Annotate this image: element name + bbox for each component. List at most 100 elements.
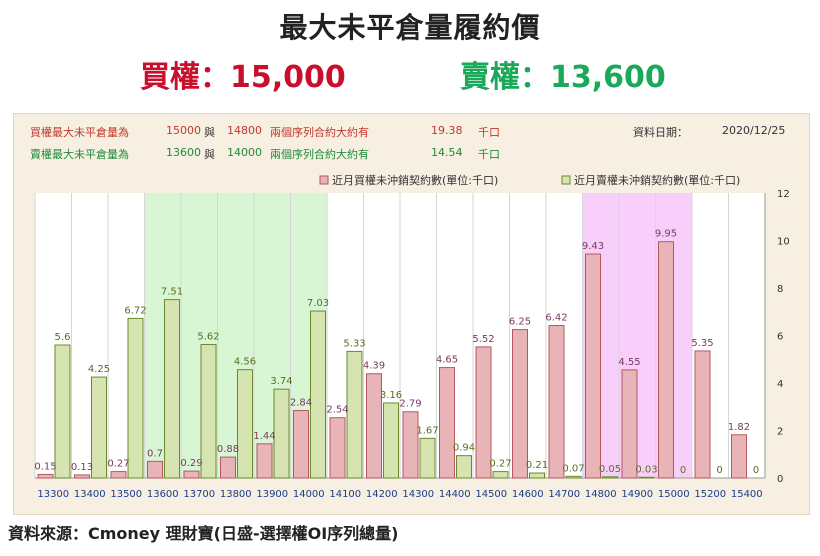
- put-info-strike1: 13600: [166, 146, 201, 159]
- x-tick-label: 14500: [475, 489, 507, 500]
- call-bar: [548, 325, 565, 479]
- call-bar: [110, 471, 127, 479]
- call-bar: [293, 410, 309, 479]
- put-bar: [200, 344, 217, 479]
- put-data-label: 5.62: [197, 332, 219, 343]
- call-data-label: 9.43: [582, 241, 604, 252]
- put-bar: [54, 344, 71, 479]
- call-data-label: 5.35: [691, 338, 713, 349]
- call-bar: [439, 367, 455, 479]
- call-data-label: 2.54: [326, 405, 348, 416]
- x-tick-label: 13700: [183, 489, 215, 500]
- x-tick-label: 13400: [74, 489, 106, 500]
- put-bar: [164, 299, 180, 479]
- legend-call-label: 近月買權未沖銷契約數(單位:千口): [332, 173, 498, 187]
- y-tick-label: 10: [777, 237, 790, 248]
- x-tick-label: 13600: [147, 489, 179, 500]
- call-max-oi-headline: 買權：15,000: [140, 60, 346, 95]
- call-data-label: 6.25: [509, 317, 531, 328]
- put-data-label: 0.27: [489, 459, 511, 470]
- put-bar: [127, 317, 144, 479]
- put-bar: [273, 388, 290, 479]
- put-bar: [638, 476, 655, 479]
- call-bar: [329, 417, 346, 479]
- call-bar: [585, 253, 601, 479]
- call-bar: [256, 443, 273, 479]
- put-data-label: 0.03: [635, 464, 657, 475]
- call-bar: [74, 474, 90, 479]
- x-tick-label: 15200: [694, 489, 726, 500]
- y-tick-label: 0: [777, 474, 783, 485]
- call-data-label: 0.13: [71, 462, 93, 473]
- call-data-label: 4.55: [618, 357, 640, 368]
- put-bar: [565, 475, 582, 479]
- call-data-label: 1.44: [253, 431, 275, 442]
- put-bar: [456, 455, 472, 479]
- x-tick-label: 15000: [658, 489, 690, 500]
- call-bar: [475, 346, 492, 479]
- x-tick-label: 13300: [37, 489, 69, 500]
- put-data-label: 4.25: [88, 364, 110, 375]
- put-data-label: 3.16: [380, 390, 402, 401]
- x-tick-label: 13500: [110, 489, 142, 500]
- put-data-label: 5.6: [55, 332, 71, 343]
- call-data-label: 1.82: [728, 422, 750, 433]
- put-info-label: 賣權最大未平倉量為: [30, 148, 129, 161]
- call-info-amount: 19.38: [431, 124, 463, 137]
- put-data-label: 5.33: [343, 338, 365, 349]
- call-bar: [658, 241, 674, 479]
- call-bar: [37, 473, 54, 479]
- put-bar: [492, 471, 509, 479]
- x-tick-label: 15400: [731, 489, 763, 500]
- call-bar: [731, 434, 747, 479]
- call-data-label: 2.79: [399, 399, 421, 410]
- call-info-label: 買權最大未平倉量為: [30, 126, 129, 139]
- put-info-text: 兩個序列合約大約有: [270, 148, 369, 161]
- put-data-label: 0.21: [526, 460, 548, 471]
- call-data-label: 0.7: [147, 448, 163, 459]
- x-tick-label: 14100: [329, 489, 361, 500]
- call-bar: [694, 350, 711, 479]
- x-tick-label: 14000: [293, 489, 325, 500]
- x-tick-label: 14800: [585, 489, 617, 500]
- y-tick-label: 2: [777, 427, 783, 438]
- legend-put-label: 近月賣權未沖銷契約數(單位:千口): [574, 173, 740, 187]
- call-data-label: 0.15: [34, 461, 56, 472]
- call-data-label: 0.27: [107, 459, 129, 470]
- x-tick-label: 13800: [220, 489, 252, 500]
- put-data-label: 1.67: [416, 425, 438, 436]
- put-data-label: 3.74: [270, 376, 292, 387]
- put-data-label: 4.56: [234, 357, 256, 368]
- call-data-label: 2.84: [290, 398, 312, 409]
- put-data-label: 7.51: [161, 287, 183, 298]
- call-data-label: 4.65: [436, 355, 458, 366]
- put-data-label: 7.03: [307, 298, 329, 309]
- x-tick-label: 14200: [366, 489, 398, 500]
- legend-call-swatch: [319, 175, 329, 185]
- put-info-amount: 14.54: [431, 146, 463, 159]
- put-bar: [346, 350, 363, 479]
- put-data-label: 0.07: [562, 463, 584, 474]
- x-tick-label: 13900: [256, 489, 288, 500]
- y-tick-label: 12: [777, 189, 790, 200]
- call-data-label: 4.39: [363, 361, 385, 372]
- x-tick-label: 14900: [621, 489, 653, 500]
- x-tick-label: 14400: [439, 489, 471, 500]
- put-bar: [419, 437, 436, 479]
- call-info-strike2: 14800: [227, 124, 262, 137]
- legend-put-swatch: [561, 175, 571, 185]
- put-bar: [91, 376, 107, 479]
- put-max-oi-headline: 賣權：13,600: [460, 60, 666, 95]
- page-title: 最大未平倉量履約價: [279, 11, 541, 44]
- date-label: 資料日期：: [633, 126, 688, 139]
- put-info-unit: 千口: [478, 148, 500, 161]
- put-data-label: 0.05: [599, 464, 621, 475]
- put-bar: [310, 310, 326, 479]
- data-source-note: 資料來源：Cmoney 理財寶(日盛-選擇權OI序列總量): [8, 524, 399, 543]
- call-bar: [621, 369, 638, 479]
- call-data-label: 9.95: [655, 229, 677, 240]
- put-data-label: 0.94: [453, 443, 475, 454]
- x-tick-label: 14600: [512, 489, 544, 500]
- put-data-label: 0: [680, 465, 686, 476]
